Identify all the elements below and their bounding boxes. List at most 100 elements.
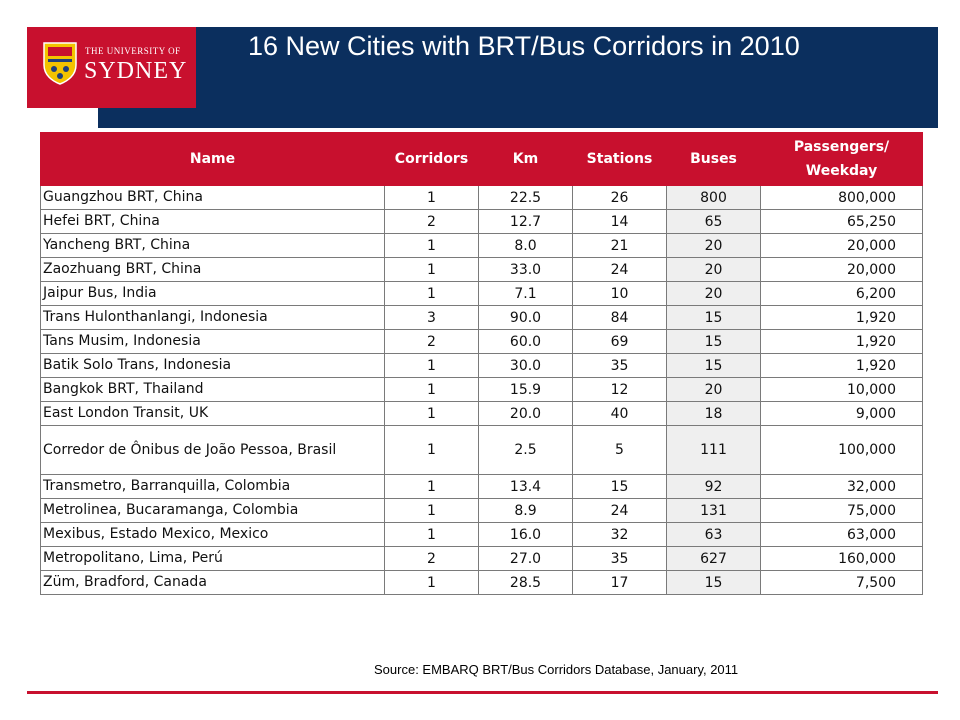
table-body: Guangzhou BRT, China 1 22.5 26 800 800,000 Hef… xyxy=(40,185,923,595)
cell-corridors: 1 xyxy=(384,401,479,426)
cell-passengers: 20,000 xyxy=(760,257,923,282)
cell-stations: 14 xyxy=(572,209,667,234)
cell-corridors: 2 xyxy=(384,209,479,234)
cell-buses: 20 xyxy=(666,257,761,282)
cell-name: Trans Hulonthanlangi, Indonesia xyxy=(40,305,385,330)
cell-passengers: 10,000 xyxy=(760,377,923,402)
cell-corridors: 1 xyxy=(384,185,479,210)
page-title: 16 New Cities with BRT/Bus Corridors in … xyxy=(248,31,800,61)
cell-stations: 32 xyxy=(572,522,667,547)
university-logo: THE UNIVERSITY OF SYDNEY xyxy=(27,27,196,108)
cell-passengers: 100,000 xyxy=(760,425,923,475)
table-header-row: Name Corridors Km Stations Buses Passeng… xyxy=(40,132,923,186)
cell-name: Corredor de Ônibus de João Pessoa, Brasi… xyxy=(40,425,385,475)
table-row: Metropolitano, Lima, Perú 2 27.0 35 627 160,0… xyxy=(40,546,923,571)
cell-stations: 15 xyxy=(572,474,667,499)
cell-corridors: 1 xyxy=(384,570,479,595)
table-row: Batik Solo Trans, Indonesia 1 30.0 35 15 1,92… xyxy=(40,353,923,378)
cell-stations: 21 xyxy=(572,233,667,258)
cell-km: 60.0 xyxy=(478,329,573,354)
cell-km: 8.9 xyxy=(478,498,573,523)
cell-passengers: 1,920 xyxy=(760,353,923,378)
cell-name: Mexibus, Estado Mexico, Mexico xyxy=(40,522,385,547)
cell-stations: 24 xyxy=(572,257,667,282)
cell-stations: 40 xyxy=(572,401,667,426)
cell-passengers: 9,000 xyxy=(760,401,923,426)
cell-stations: 5 xyxy=(572,425,667,475)
cell-corridors: 1 xyxy=(384,522,479,547)
cell-passengers: 75,000 xyxy=(760,498,923,523)
cell-name: Zaozhuang BRT, China xyxy=(40,257,385,282)
cell-name: Züm, Bradford, Canada xyxy=(40,570,385,595)
source-note: Source: EMBARQ BRT/Bus Corridors Databas… xyxy=(374,662,739,677)
header-band xyxy=(98,27,938,128)
cell-stations: 17 xyxy=(572,570,667,595)
cell-stations: 26 xyxy=(572,185,667,210)
cell-km: 33.0 xyxy=(478,257,573,282)
cell-name: Jaipur Bus, India xyxy=(40,281,385,306)
header-buses: Buses xyxy=(666,132,761,186)
cell-km: 22.5 xyxy=(478,185,573,210)
cell-corridors: 1 xyxy=(384,377,479,402)
cell-buses: 92 xyxy=(666,474,761,499)
cell-name: Tans Musim, Indonesia xyxy=(40,329,385,354)
cell-corridors: 1 xyxy=(384,425,479,475)
header-passengers: Passengers/ Weekday xyxy=(760,132,923,186)
table-row: East London Transit, UK 1 20.0 40 18 9,000 xyxy=(40,401,923,426)
cell-buses: 15 xyxy=(666,305,761,330)
cell-buses: 131 xyxy=(666,498,761,523)
cell-stations: 69 xyxy=(572,329,667,354)
table-row: Corredor de Ônibus de João Pessoa, Brasi… xyxy=(40,425,923,475)
cell-passengers: 20,000 xyxy=(760,233,923,258)
header-name: Name xyxy=(40,132,385,186)
cell-name: Bangkok BRT, Thailand xyxy=(40,377,385,402)
table-row: Guangzhou BRT, China 1 22.5 26 800 800,000 xyxy=(40,185,923,210)
cell-passengers: 1,920 xyxy=(760,329,923,354)
cell-km: 13.4 xyxy=(478,474,573,499)
cell-stations: 84 xyxy=(572,305,667,330)
cell-km: 12.7 xyxy=(478,209,573,234)
cell-passengers: 6,200 xyxy=(760,281,923,306)
table-row: Bangkok BRT, Thailand 1 15.9 12 20 10,000 xyxy=(40,377,923,402)
cell-corridors: 1 xyxy=(384,353,479,378)
logo-line1: THE UNIVERSITY OF xyxy=(85,46,181,56)
cell-passengers: 63,000 xyxy=(760,522,923,547)
cell-name: Metropolitano, Lima, Perú xyxy=(40,546,385,571)
cell-km: 2.5 xyxy=(478,425,573,475)
cell-buses: 65 xyxy=(666,209,761,234)
cell-corridors: 1 xyxy=(384,474,479,499)
cell-buses: 20 xyxy=(666,233,761,258)
cell-buses: 20 xyxy=(666,377,761,402)
cell-buses: 15 xyxy=(666,353,761,378)
header-stations: Stations xyxy=(572,132,667,186)
cell-buses: 15 xyxy=(666,570,761,595)
logo-line2: SYDNEY xyxy=(84,58,188,84)
table-row: Trans Hulonthanlangi, Indonesia 3 90.0 84 15… xyxy=(40,305,923,330)
cell-corridors: 1 xyxy=(384,257,479,282)
cell-passengers: 32,000 xyxy=(760,474,923,499)
table-row: Metrolinea, Bucaramanga, Colombia 1 8.9 24 1… xyxy=(40,498,923,523)
table-row: Yancheng BRT, China 1 8.0 21 20 20,000 xyxy=(40,233,923,258)
table-row: Hefei BRT, China 2 12.7 14 65 65,250 xyxy=(40,209,923,234)
cell-km: 27.0 xyxy=(478,546,573,571)
table-row: Mexibus, Estado Mexico, Mexico 1 16.0 32 63 6… xyxy=(40,522,923,547)
cell-buses: 15 xyxy=(666,329,761,354)
cell-corridors: 1 xyxy=(384,498,479,523)
brt-table: Name Corridors Km Stations Buses Passeng… xyxy=(40,132,923,595)
cell-name: Yancheng BRT, China xyxy=(40,233,385,258)
cell-buses: 111 xyxy=(666,425,761,475)
cell-km: 8.0 xyxy=(478,233,573,258)
cell-km: 16.0 xyxy=(478,522,573,547)
cell-name: Batik Solo Trans, Indonesia xyxy=(40,353,385,378)
table-row: Tans Musim, Indonesia 2 60.0 69 15 1,920 xyxy=(40,329,923,354)
header-km: Km xyxy=(478,132,573,186)
cell-name: Guangzhou BRT, China xyxy=(40,185,385,210)
cell-stations: 12 xyxy=(572,377,667,402)
cell-passengers: 1,920 xyxy=(760,305,923,330)
cell-buses: 63 xyxy=(666,522,761,547)
cell-stations: 24 xyxy=(572,498,667,523)
table-row: Transmetro, Barranquilla, Colombia 1 13.4 1… xyxy=(40,474,923,499)
cell-buses: 20 xyxy=(666,281,761,306)
cell-km: 30.0 xyxy=(478,353,573,378)
cell-passengers: 800,000 xyxy=(760,185,923,210)
